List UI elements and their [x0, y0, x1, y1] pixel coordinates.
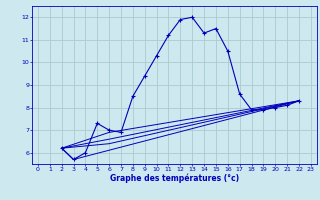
X-axis label: Graphe des températures (°c): Graphe des températures (°c) — [110, 173, 239, 183]
